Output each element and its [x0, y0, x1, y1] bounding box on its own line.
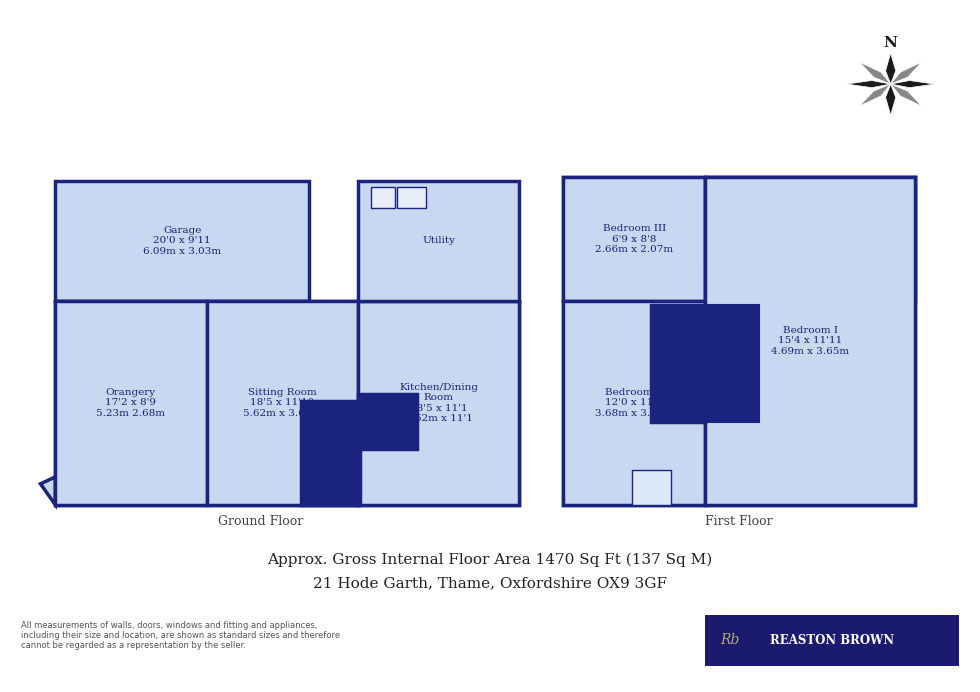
Text: All measurements of walls, doors, windows and fitting and appliances,
including : All measurements of walls, doors, window…	[21, 621, 340, 650]
Polygon shape	[847, 80, 891, 88]
Text: REASTON BROWN: REASTON BROWN	[770, 634, 894, 647]
Bar	[564, 301, 705, 504]
Text: 21 Hode Garth, Thame, Oxfordshire OX9 3GF: 21 Hode Garth, Thame, Oxfordshire OX9 3G…	[313, 576, 667, 591]
Text: Bedroom II
12'0 x 11'4
3.68m x 3.47m: Bedroom II 12'0 x 11'4 3.68m x 3.47m	[595, 388, 673, 418]
Text: Garage
20'0 x 9'11
6.09m x 3.03m: Garage 20'0 x 9'11 6.09m x 3.03m	[143, 226, 221, 256]
Text: Rb: Rb	[719, 633, 739, 647]
Bar	[55, 181, 310, 301]
Text: N: N	[884, 36, 898, 50]
Bar	[705, 177, 915, 504]
Bar	[207, 301, 358, 504]
Bar	[370, 188, 395, 208]
Polygon shape	[859, 84, 891, 106]
Polygon shape	[40, 477, 55, 504]
Bar	[358, 301, 519, 504]
Polygon shape	[886, 84, 896, 115]
Text: Approx. Gross Internal Floor Area 1470 Sq Ft (137 Sq M): Approx. Gross Internal Floor Area 1470 S…	[268, 552, 712, 567]
Bar	[564, 177, 915, 504]
Text: Sitting Room
18'5 x 11'10
5.62m x 3.63m: Sitting Room 18'5 x 11'10 5.62m x 3.63m	[243, 388, 321, 418]
Bar	[358, 181, 519, 301]
Bar	[358, 394, 416, 449]
Bar	[705, 181, 803, 263]
Polygon shape	[891, 80, 935, 88]
Text: Bedroom I
15'4 x 11'11
4.69m x 3.65m: Bedroom I 15'4 x 11'11 4.69m x 3.65m	[771, 326, 849, 356]
Bar	[55, 301, 519, 504]
Bar	[564, 177, 705, 301]
Text: Bedroom III
6'9 x 8'8
2.66m x 2.07m: Bedroom III 6'9 x 8'8 2.66m x 2.07m	[595, 224, 673, 254]
Polygon shape	[891, 62, 922, 84]
Bar	[705, 304, 759, 422]
Bar	[705, 177, 915, 301]
Polygon shape	[859, 62, 891, 84]
Bar	[302, 401, 360, 504]
Bar	[397, 188, 426, 208]
Bar	[652, 304, 705, 422]
Text: Ground Floor: Ground Floor	[218, 516, 303, 528]
Bar	[632, 470, 670, 504]
Text: Orangery
17'2 x 8'9
5.23m 2.68m: Orangery 17'2 x 8'9 5.23m 2.68m	[96, 388, 166, 418]
Text: Kitchen/Dining
Room
18'5 x 11'1
5.62m x 11'1: Kitchen/Dining Room 18'5 x 11'1 5.62m x …	[399, 383, 478, 423]
Polygon shape	[891, 84, 922, 106]
Bar	[822, 222, 901, 291]
Text: Utility: Utility	[422, 237, 455, 246]
Bar	[55, 301, 207, 504]
FancyBboxPatch shape	[705, 614, 959, 666]
Polygon shape	[886, 53, 896, 84]
Text: First Floor: First Floor	[706, 516, 773, 528]
